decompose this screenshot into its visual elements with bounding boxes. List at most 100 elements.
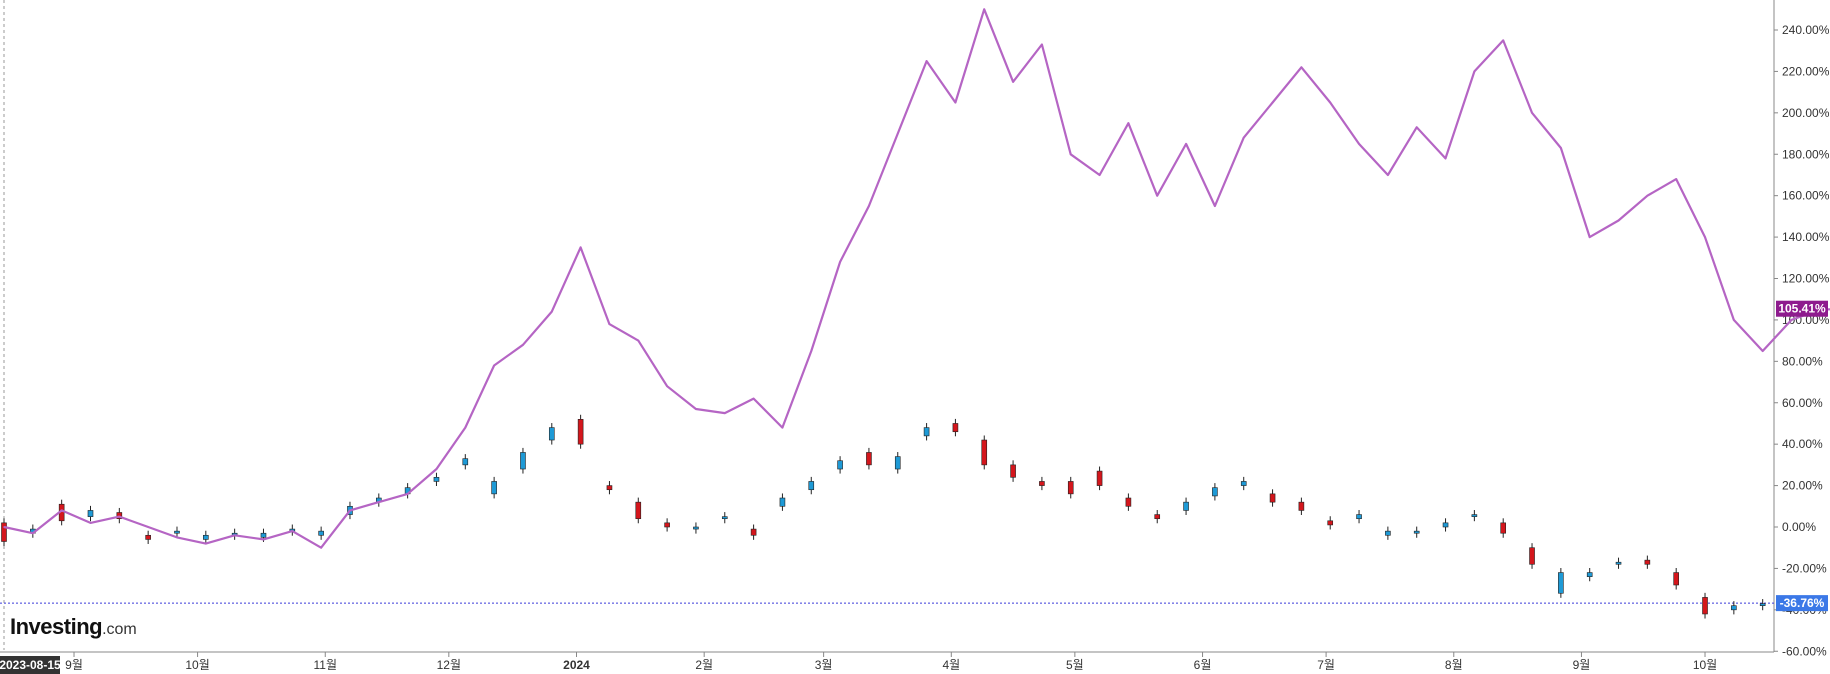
y-tick-label: 200.00% <box>1782 106 1830 120</box>
line-point <box>1242 136 1245 139</box>
candle-up <box>1471 514 1478 517</box>
line-point <box>1127 122 1130 124</box>
line-point <box>522 343 524 346</box>
candle-down <box>1529 547 1535 565</box>
line-point <box>1271 101 1274 104</box>
line-point <box>349 509 351 512</box>
line-point <box>1617 219 1620 222</box>
line-point <box>810 350 813 352</box>
line-point <box>752 397 755 400</box>
line-point <box>32 532 34 535</box>
candle-up <box>779 497 786 507</box>
logo-brand: Investing <box>10 614 103 639</box>
candle-up <box>491 481 497 495</box>
series-line <box>3 8 1830 549</box>
line-point <box>637 339 640 342</box>
y-tick-label: 140.00% <box>1782 230 1830 244</box>
candle-last-value-label: -36.76% <box>1780 596 1825 610</box>
line-point <box>1041 43 1043 46</box>
candle-up <box>837 460 843 470</box>
line-point <box>1329 101 1332 104</box>
y-axis-ticks: 240.00% 220.00% 200.00% 180.00% 160.00% 140.0… <box>1774 23 1830 658</box>
logo-suffix: .com <box>102 621 137 638</box>
line-last-value-label: 105.41% <box>1778 302 1826 316</box>
x-tick-label: 12월 <box>437 658 461 672</box>
candle-up <box>1558 572 1564 594</box>
x-tick-label: 2월 <box>695 658 713 672</box>
line-point <box>839 261 841 263</box>
candle-up <box>520 452 526 470</box>
candle-down <box>1500 522 1507 534</box>
y-tick-label: 220.00% <box>1782 64 1830 78</box>
candle-down <box>1702 597 1708 615</box>
line-point <box>666 385 668 387</box>
candle-up <box>1183 501 1189 511</box>
candle-up <box>203 534 209 540</box>
line-point <box>1415 126 1418 129</box>
candle-up <box>721 516 728 520</box>
candle-up <box>1586 572 1593 578</box>
candle-up <box>693 526 699 530</box>
line-point <box>320 546 322 549</box>
line-point <box>868 205 870 207</box>
line-point <box>205 542 207 545</box>
y-tick-label: 40.00% <box>1782 437 1823 451</box>
line-point <box>1358 143 1360 145</box>
candle-up <box>1240 481 1247 486</box>
line-point <box>378 501 380 503</box>
line-point <box>781 426 784 429</box>
candle-up <box>433 476 440 482</box>
start-date-label: 2023-08-15 <box>0 658 61 672</box>
line-point <box>983 8 986 11</box>
candle-down <box>981 439 988 466</box>
x-axis-ticks: 9월 10월 11월 12월 2024 2월 3월 4월 5월 6월 7월 8월 9월 10월 <box>65 652 1717 672</box>
line-point <box>1675 178 1677 180</box>
y-tick-label: 20.00% <box>1782 479 1823 493</box>
candle-last-value-tag: -36.76% <box>1776 595 1828 612</box>
line-point <box>147 526 149 528</box>
line-point <box>3 526 5 528</box>
y-tick-label: -20.00% <box>1782 561 1827 575</box>
candle-up <box>894 456 901 470</box>
line-point <box>1560 147 1562 149</box>
x-tick-label: 8월 <box>1445 658 1463 672</box>
line-point <box>1069 153 1072 156</box>
line-point <box>1444 157 1447 160</box>
line-point <box>896 132 899 135</box>
candle-up <box>1759 603 1766 606</box>
candle-up <box>1731 605 1737 611</box>
line-point <box>1502 39 1505 42</box>
line-point <box>723 412 726 414</box>
candle-down <box>1 522 7 542</box>
candle-up <box>1385 530 1391 536</box>
candle-up <box>87 510 94 517</box>
line-point <box>89 522 92 524</box>
line-point <box>1098 174 1101 176</box>
line-point <box>1531 112 1533 114</box>
candle-down <box>1154 514 1161 520</box>
line-point <box>493 364 495 367</box>
candle-down <box>1125 497 1132 507</box>
line-last-value-tag: 105.41% <box>1776 300 1828 317</box>
candle-up <box>1615 561 1622 565</box>
x-tick-label: 11월 <box>314 658 338 672</box>
candle-up <box>808 481 815 491</box>
candle-up <box>1442 522 1449 528</box>
candle-down <box>577 419 584 445</box>
series-line-points <box>3 8 1822 549</box>
y-tick-label: 0.00% <box>1782 520 1816 534</box>
line-point <box>233 534 236 537</box>
line-point <box>291 530 294 532</box>
candle-up <box>260 532 267 538</box>
candle-down <box>1644 559 1651 565</box>
candle-up <box>548 427 555 441</box>
line-point <box>1790 319 1793 321</box>
line-point <box>925 60 928 62</box>
candle-up <box>1356 514 1362 520</box>
line-point <box>954 101 957 104</box>
candle-up <box>923 427 930 437</box>
line-point <box>262 538 265 541</box>
line-point <box>1761 350 1764 352</box>
candlestick-series <box>1 414 1795 619</box>
